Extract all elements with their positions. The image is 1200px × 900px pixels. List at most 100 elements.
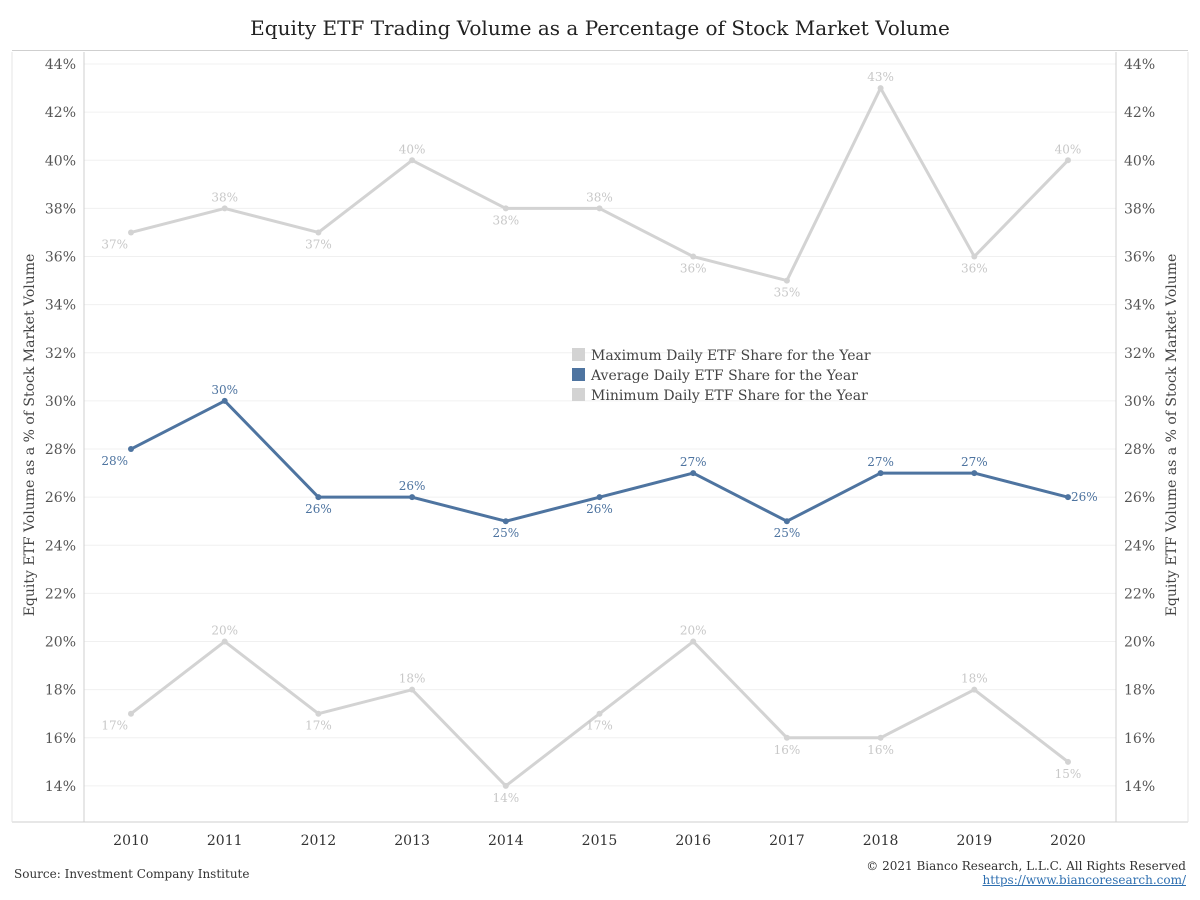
y-tick-label-left: 36%	[45, 250, 76, 266]
data-label: 40%	[399, 142, 426, 156]
y-axis-title-left: Equity ETF Volume as a % of Stock Market…	[22, 254, 38, 617]
x-tick-label: 2015	[582, 833, 618, 849]
data-point	[409, 686, 416, 693]
data-point	[877, 734, 884, 741]
data-label: 30%	[211, 383, 238, 397]
data-label: 28%	[101, 454, 128, 468]
data-label: 20%	[211, 624, 238, 638]
data-point	[502, 205, 509, 212]
data-point	[877, 470, 884, 477]
website-link[interactable]: https://www.biancoresearch.com/	[982, 873, 1186, 887]
data-point	[128, 710, 134, 717]
data-label: 35%	[774, 286, 801, 300]
data-label: 27%	[961, 455, 988, 469]
data-label: 43%	[867, 70, 894, 84]
y-tick-label-right: 18%	[1124, 683, 1155, 699]
data-point	[409, 494, 416, 501]
data-label: 36%	[680, 262, 707, 276]
y-axis-title-right: Equity ETF Volume as a % of Stock Market…	[1164, 254, 1180, 617]
copyright-text: © 2021 Bianco Research, L.L.C. All Right…	[866, 859, 1186, 873]
data-label: 36%	[961, 262, 988, 276]
legend-swatch	[572, 388, 585, 401]
y-tick-label-left: 26%	[45, 490, 76, 506]
x-tick-label: 2010	[113, 833, 149, 849]
y-tick-label-right: 22%	[1124, 586, 1155, 602]
data-label: 27%	[867, 455, 894, 469]
y-tick-label-right: 32%	[1124, 346, 1155, 362]
y-tick-label-right: 28%	[1124, 442, 1155, 458]
data-label: 26%	[305, 502, 332, 516]
data-point	[877, 85, 884, 92]
data-label: 38%	[586, 190, 613, 204]
data-label: 26%	[586, 502, 613, 516]
x-tick-label: 2013	[394, 833, 430, 849]
data-label: 38%	[492, 213, 519, 227]
x-tick-label: 2011	[207, 833, 243, 849]
data-label: 16%	[867, 743, 894, 757]
data-point	[1065, 758, 1071, 765]
x-tick-label: 2012	[301, 833, 337, 849]
x-tick-label: 2020	[1050, 833, 1086, 849]
data-label: 18%	[961, 672, 988, 686]
data-point	[971, 470, 978, 477]
data-label: 25%	[774, 526, 801, 540]
data-label: 18%	[399, 672, 426, 686]
y-tick-label-left: 34%	[45, 298, 76, 314]
data-point	[221, 638, 228, 645]
data-label: 16%	[774, 743, 801, 757]
data-point	[128, 229, 134, 236]
y-tick-label-left: 20%	[45, 635, 76, 651]
data-label: 17%	[101, 719, 128, 733]
data-point	[315, 710, 322, 717]
y-tick-label-left: 22%	[45, 586, 76, 602]
data-point	[409, 157, 416, 164]
data-label: 25%	[492, 526, 519, 540]
data-label: 26%	[399, 479, 426, 493]
data-label: 17%	[586, 719, 613, 733]
y-tick-label-right: 36%	[1124, 250, 1155, 266]
data-point	[128, 446, 134, 453]
data-point	[690, 253, 697, 260]
title-divider	[12, 50, 1188, 51]
y-tick-label-left: 14%	[45, 779, 76, 795]
data-point	[783, 277, 790, 284]
data-label: 17%	[305, 719, 332, 733]
y-tick-label-right: 16%	[1124, 731, 1155, 747]
x-tick-label: 2017	[769, 833, 805, 849]
y-tick-label-right: 30%	[1124, 394, 1155, 410]
y-tick-label-left: 28%	[45, 442, 76, 458]
y-tick-label-left: 16%	[45, 731, 76, 747]
data-label: 14%	[492, 791, 519, 805]
data-point	[783, 734, 790, 741]
source-note: Source: Investment Company Institute	[14, 867, 250, 881]
series-line	[130, 86, 1070, 283]
data-point	[1065, 157, 1071, 164]
data-point	[690, 638, 697, 645]
legend-swatch	[572, 348, 585, 361]
y-tick-label-right: 42%	[1124, 105, 1155, 121]
data-point	[221, 205, 228, 212]
y-tick-label-right: 44%	[1124, 57, 1155, 73]
y-tick-label-right: 26%	[1124, 490, 1155, 506]
data-point	[783, 518, 790, 525]
y-tick-label-left: 30%	[45, 394, 76, 410]
y-tick-label-left: 40%	[45, 153, 76, 169]
data-label: 15%	[1055, 767, 1082, 781]
y-tick-label-right: 38%	[1124, 201, 1155, 217]
data-point	[221, 397, 228, 404]
y-tick-label-right: 24%	[1124, 538, 1155, 554]
y-tick-label-left: 18%	[45, 683, 76, 699]
legend-label: Average Daily ETF Share for the Year	[590, 368, 858, 384]
data-point	[315, 494, 322, 501]
data-point	[690, 470, 697, 477]
data-label: 26%	[1071, 490, 1098, 504]
y-tick-label-right: 40%	[1124, 153, 1155, 169]
y-tick-label-left: 32%	[45, 346, 76, 362]
data-label: 40%	[1055, 142, 1082, 156]
copyright-block: © 2021 Bianco Research, L.L.C. All Right…	[866, 859, 1186, 887]
data-label: 38%	[211, 190, 238, 204]
data-label: 37%	[305, 237, 332, 251]
data-point	[502, 518, 509, 525]
x-tick-label: 2014	[488, 833, 524, 849]
